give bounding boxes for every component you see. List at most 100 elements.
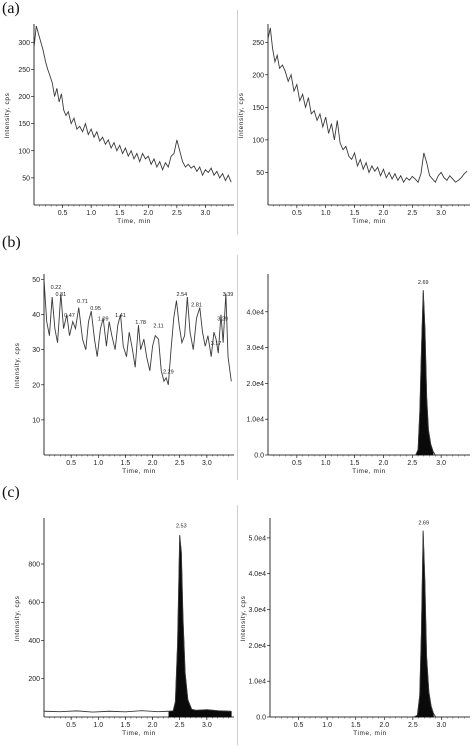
chart-b-left-peak-label-11: 2.81 <box>191 303 202 309</box>
chart-a-right-y-title: Intensity, cps <box>238 92 245 138</box>
chart-b-left-peak-label-14: 3.39 <box>223 292 234 298</box>
column-divider-a <box>237 10 238 235</box>
chart-c-left-y-title: Intensity, cps <box>14 595 21 641</box>
chart-a-right-xtick-label-5: 3.0 <box>436 210 446 217</box>
chart-b-right-xtick-label-0: 0.5 <box>292 460 302 467</box>
chart-b-left-peak-label-6: 1.41 <box>115 313 126 319</box>
chart-a-right-xtick-label-0: 0.5 <box>292 210 302 217</box>
chart-b-left-xtick-label-5: 3.0 <box>202 460 212 467</box>
chart-c-left-xtick-label-2: 1.5 <box>121 722 131 729</box>
chart-a-right-ytick-label-4: 250 <box>252 40 264 47</box>
chart-c-right-y-title: Intensity, cps <box>240 595 247 641</box>
chart-b-left-peak-label-9: 2.29 <box>163 369 174 375</box>
chart-c-right-ytick-label-5: 5.0e4 <box>248 535 266 542</box>
chart-b-left-peak-label-8: 2.11 <box>153 324 163 330</box>
chart-c-right-xtick-label-5: 3.0 <box>437 722 447 729</box>
panel-label-c: (c) <box>2 484 20 501</box>
chart-a-right-ytick-label-2: 150 <box>252 105 264 112</box>
chart-c-left-xtick-label-1: 1.0 <box>93 722 103 729</box>
chart-c-left-xtick-label-5: 3.0 <box>202 722 212 729</box>
chart-c-left-xtick-label-4: 2.5 <box>175 722 185 729</box>
chart-b-left-ytick-label-0: 10 <box>32 417 40 424</box>
chart-a-right-x-title: Time, min <box>352 218 386 225</box>
chart-a-left-ytick-label-1: 100 <box>18 148 30 155</box>
chart-a-right-trace <box>267 27 468 184</box>
chart-b-left-peak-label-10: 2.54 <box>177 292 188 298</box>
chart-c-right-xtick-label-1: 1.0 <box>322 722 332 729</box>
chart-b-left-x-title: Time, min <box>122 468 156 475</box>
chart-b-left-peak-label-3: 0.71 <box>77 299 88 305</box>
chart-b-left-y-title: Intensity, cps <box>14 342 21 388</box>
panel-label-a: (a) <box>2 0 20 17</box>
panel-label-b: (b) <box>2 234 21 251</box>
chart-c-left-trace <box>43 535 232 713</box>
chart-a-right-ytick-label-1: 100 <box>252 137 264 144</box>
chart-b-right-ytick-label-2: 2.0e4 <box>246 381 264 388</box>
chart-b-right-trace <box>268 290 470 456</box>
chart-b-left-ytick-label-1: 20 <box>32 382 40 389</box>
chart-b-left-xtick-label-0: 0.5 <box>66 460 76 467</box>
chart-c-left-ytick-label-2: 600 <box>28 600 40 607</box>
chart-c-right-xtick-label-2: 1.5 <box>351 722 361 729</box>
chart-a-left-trace <box>33 25 232 183</box>
chart-a-left-ytick-label-3: 200 <box>18 94 30 101</box>
chart-b-left-peak-label-4: 0.95 <box>90 306 101 312</box>
chart-c-right-ytick-label-2: 2.0e4 <box>248 643 266 650</box>
chart-a-left-xtick-label-4: 2.5 <box>172 210 182 217</box>
chart-a-left-xtick-label-0: 0.5 <box>58 210 68 217</box>
chart-c-right-peak-label-0: 2.69 <box>418 520 429 526</box>
chart-b-right-xtick-label-3: 2.0 <box>379 460 389 467</box>
chart-c-right-xtick-label-3: 2.0 <box>379 722 389 729</box>
chart-a-left-y-title: Intensity, cps <box>4 92 11 138</box>
chart-b-left-ytick-label-4: 50 <box>32 277 40 284</box>
chart-b-right-xtick-label-2: 1.5 <box>350 460 360 467</box>
chart-b-left-trace <box>43 279 232 385</box>
chart-b-left-peak-label-1: 0.31 <box>55 292 66 298</box>
chart-a-right-xtick-label-3: 2.0 <box>379 210 389 217</box>
chart-a-left-xtick-label-1: 1.0 <box>86 210 96 217</box>
column-divider-c <box>237 505 238 745</box>
chart-a-left-xtick-label-5: 3.0 <box>201 210 211 217</box>
chart-b-left-ytick-label-3: 40 <box>32 312 40 319</box>
chart-b-right-ytick-label-1: 1.0e4 <box>246 417 264 424</box>
chart-c-right-x-title: Time, min <box>353 730 387 737</box>
chart-c-left-xtick-label-3: 2.0 <box>148 722 158 729</box>
chart-a-left-ytick-label-0: 50 <box>22 175 30 182</box>
chart-c-left-xtick-label-0: 0.5 <box>66 722 76 729</box>
chart-c-right-ytick-label-4: 4.0e4 <box>248 571 266 578</box>
chart-a-left-ytick-label-2: 150 <box>18 121 30 128</box>
chart-c-right-xtick-label-0: 0.5 <box>294 722 304 729</box>
chart-c-left-ytick-label-3: 800 <box>28 561 40 568</box>
chart-c-left-peak-label-0: 2.53 <box>176 524 187 530</box>
chart-a-left-xtick-label-2: 1.5 <box>115 210 125 217</box>
chart-a-right-xtick-label-4: 2.5 <box>407 210 417 217</box>
chart-b-left-peak-label-2: 0.47 <box>64 313 75 319</box>
chart-c-left-ytick-label-0: 200 <box>28 676 40 683</box>
chart-b-right-ytick-label-4: 4.0e4 <box>246 309 264 316</box>
column-divider-b <box>237 255 238 480</box>
chart-c-left-ytick-label-1: 400 <box>28 638 40 645</box>
chart-c-right-ytick-label-0: 0.0 <box>256 715 266 722</box>
chart-b-left-xtick-label-4: 2.5 <box>175 460 185 467</box>
chart-b-left-peak-label-7: 1.78 <box>135 320 146 326</box>
chart-b-right-x-title: Time, min <box>352 468 386 475</box>
chart-c-left-x-title: Time, min <box>122 730 156 737</box>
chart-c-right-xtick-label-4: 2.5 <box>408 722 418 729</box>
chart-b-right-ytick-label-0: 0.0 <box>254 453 264 460</box>
chart-a-right-xtick-label-1: 1.0 <box>321 210 331 217</box>
chart-b-left-ytick-label-2: 30 <box>32 347 40 354</box>
chart-a-right-ytick-label-0: 50 <box>256 170 264 177</box>
chart-a-right-xtick-label-2: 1.5 <box>350 210 360 217</box>
chart-b-right-xtick-label-4: 2.5 <box>407 460 417 467</box>
chart-b-left-xtick-label-3: 2.0 <box>148 460 158 467</box>
chart-a-left-ytick-label-4: 250 <box>18 67 30 74</box>
chart-b-left-peak-label-5: 1.09 <box>98 317 109 323</box>
chart-a-left-x-title: Time, min <box>117 218 151 225</box>
chart-b-left-peak-label-0: 0.22 <box>51 285 62 291</box>
chart-c-right-ytick-label-1: 1.0e4 <box>248 679 266 686</box>
chart-b-right-peak-label-0: 2.69 <box>418 280 429 286</box>
chart-b-left-xtick-label-1: 1.0 <box>93 460 103 467</box>
chart-b-left-peak-label-12: 3.17 <box>211 341 222 347</box>
chart-b-right-xtick-label-1: 1.0 <box>321 460 331 467</box>
